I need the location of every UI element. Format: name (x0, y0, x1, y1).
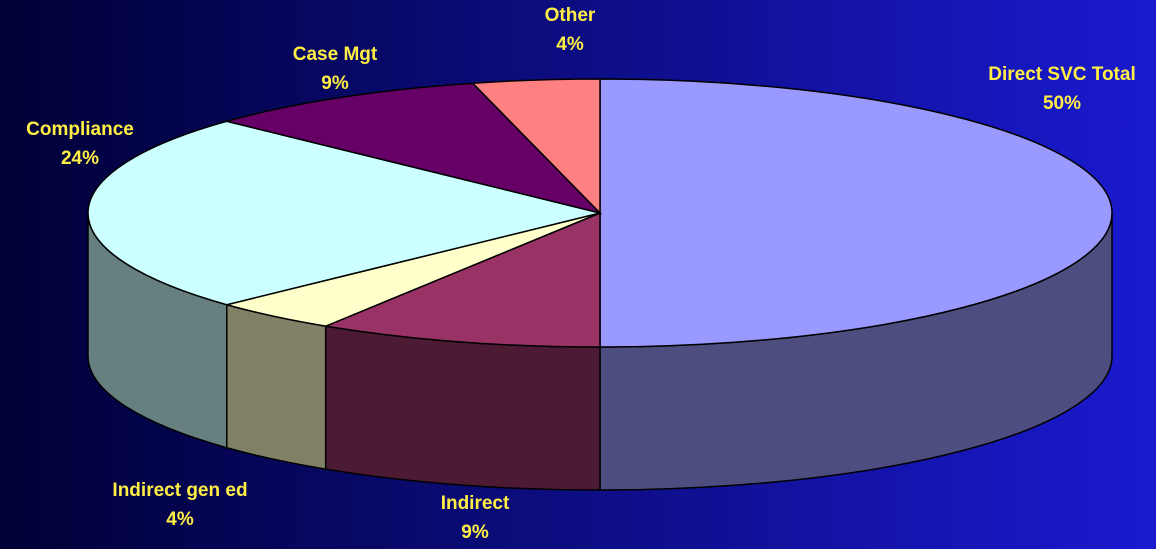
pie-side (324, 325, 601, 491)
pie-slice (87, 120, 601, 306)
slice-value-label: 4% (556, 34, 584, 55)
pie-slice (322, 211, 601, 348)
slice-label: Indirect gen ed (112, 480, 247, 501)
slice-value-label: 4% (166, 509, 194, 530)
pie-side (226, 303, 327, 471)
slice-value-label: 9% (461, 522, 489, 543)
slice-label: Case Mgt (293, 44, 378, 65)
slice-value-label: 50% (1043, 93, 1081, 114)
slice-label: Indirect (441, 493, 510, 514)
slice-label: Compliance (26, 119, 134, 140)
pie-slice (223, 82, 603, 215)
slice-value-label: 9% (321, 73, 349, 94)
slice-value-label: 24% (61, 148, 99, 169)
pie-slice (470, 78, 601, 215)
slice-label: Direct SVC Total (988, 64, 1135, 85)
pie-slice (599, 78, 1113, 348)
slice-label: Other (545, 5, 596, 26)
